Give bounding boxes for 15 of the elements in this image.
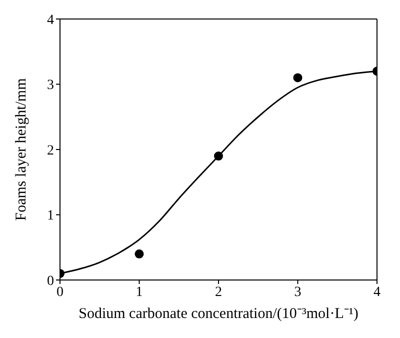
point [134, 249, 144, 258]
y-tick-label: 1 [47, 208, 54, 224]
x-tick-label: 2 [215, 284, 222, 300]
x-tick-label: 1 [136, 284, 143, 300]
y-tick-label: 3 [47, 78, 54, 94]
y-tick-label: 0 [47, 274, 54, 289]
x-tick-label: 0 [56, 284, 64, 300]
x-axis-title: Sodium carbonate concentration/(10⁻³mol·L⁻¹) [78, 306, 358, 322]
x-tick-label: 3 [294, 284, 302, 300]
y-tick-label: 4 [47, 12, 54, 28]
point [293, 73, 302, 82]
y-axis-title: Foams layer height/mm [13, 78, 30, 221]
y-tick-label: 2 [47, 143, 54, 158]
x-tick-label: 4 [374, 284, 380, 300]
point [214, 152, 224, 161]
